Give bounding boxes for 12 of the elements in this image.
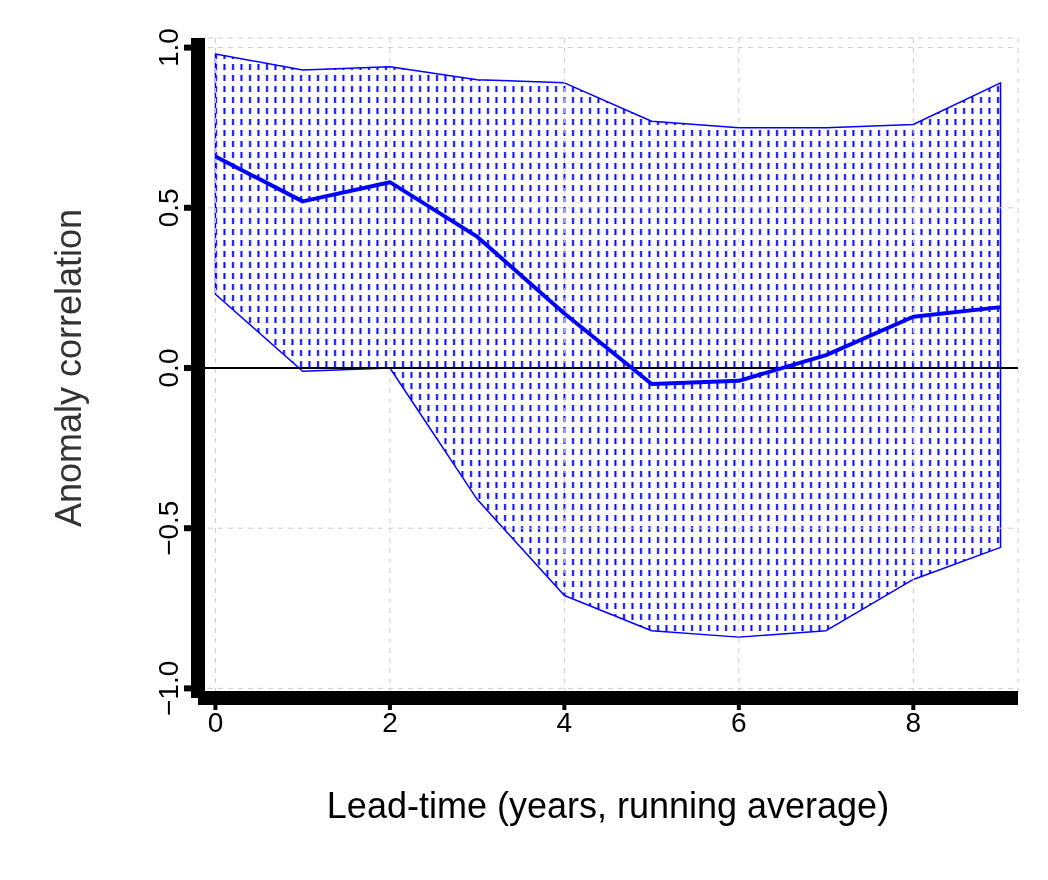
y-tick-label: 1.0 bbox=[153, 28, 184, 68]
y-tick-label: 0.5 bbox=[153, 188, 184, 228]
y-tick-label: −1.0 bbox=[153, 660, 184, 717]
x-tick-label: 4 bbox=[556, 706, 573, 738]
x-tick-label: 6 bbox=[731, 706, 747, 738]
y-tick-label: −0.5 bbox=[153, 500, 184, 556]
x-tick-label: 8 bbox=[905, 706, 922, 738]
x-axis-title: Lead-time (years, running average) bbox=[326, 785, 890, 826]
y-axis-title: Anomaly correlation bbox=[47, 208, 89, 528]
y-tick-label: 0.0 bbox=[153, 348, 184, 388]
x-tick-label: 2 bbox=[382, 706, 398, 738]
x-tick-label: 0 bbox=[207, 706, 224, 738]
